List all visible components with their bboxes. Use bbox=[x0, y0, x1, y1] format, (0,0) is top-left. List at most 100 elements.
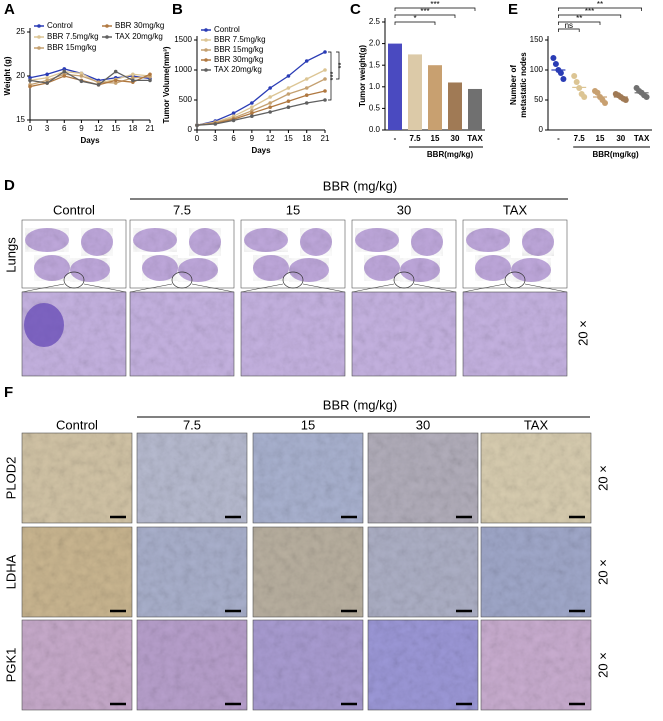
legend-label: BBR 30mg/kg bbox=[115, 21, 164, 30]
row-label: PLOD2 bbox=[3, 457, 18, 500]
y-tick-label: 15 bbox=[16, 115, 25, 124]
zoom-circle bbox=[504, 271, 526, 289]
data-point bbox=[268, 101, 272, 105]
data-point bbox=[62, 74, 67, 78]
data-point bbox=[304, 86, 309, 90]
legend-marker bbox=[204, 68, 208, 72]
group-label: BBR (mg/kg) bbox=[323, 397, 397, 412]
data-point bbox=[250, 114, 254, 118]
legend-marker bbox=[105, 24, 109, 28]
data-point bbox=[571, 73, 578, 79]
texture bbox=[253, 433, 363, 523]
data-point bbox=[304, 101, 309, 105]
data-point bbox=[250, 105, 254, 109]
x-axis-label: Days bbox=[251, 146, 271, 155]
x-tick-label: 21 bbox=[321, 134, 330, 143]
texture bbox=[300, 228, 332, 256]
sig-bracket bbox=[394, 21, 436, 25]
x-tick-label: 0 bbox=[28, 124, 33, 133]
data-point bbox=[62, 69, 67, 74]
sig-bracket bbox=[328, 51, 332, 101]
x-tick-label: 21 bbox=[146, 124, 155, 133]
zoom-circle bbox=[63, 271, 85, 289]
x-tick-label: 15 bbox=[111, 124, 120, 133]
texture bbox=[244, 228, 288, 252]
row-label: PGK1 bbox=[3, 648, 18, 683]
panel-label: F bbox=[4, 384, 13, 401]
data-point bbox=[250, 111, 254, 115]
y-axis-label: metastatic nodes bbox=[519, 52, 528, 118]
x-tick-label: 30 bbox=[616, 134, 625, 143]
sig-label: ** bbox=[576, 14, 582, 23]
data-point bbox=[304, 77, 309, 81]
sig-label: *** bbox=[430, 0, 439, 9]
zoom-line bbox=[21, 283, 65, 293]
series-line bbox=[196, 51, 326, 126]
data-point bbox=[113, 81, 118, 85]
series-line bbox=[196, 69, 326, 126]
data-point bbox=[62, 67, 67, 71]
column-label: 7.5 bbox=[173, 202, 191, 217]
sig-bracket bbox=[394, 7, 476, 11]
column-label: 15 bbox=[286, 202, 300, 217]
texture bbox=[178, 258, 218, 282]
texture bbox=[81, 228, 113, 256]
legend-label: TAX 20mg/kg bbox=[214, 65, 262, 74]
x-tick-label: 6 bbox=[62, 124, 67, 133]
data-point bbox=[79, 79, 84, 84]
panel-label: D bbox=[4, 177, 15, 194]
x-tick-label: 12 bbox=[266, 134, 275, 143]
x-tick-label: 30 bbox=[451, 134, 460, 143]
sig-label: * bbox=[413, 14, 416, 23]
magnification: 20 × bbox=[575, 320, 590, 346]
texture bbox=[481, 620, 591, 710]
panel-label: E bbox=[508, 1, 518, 18]
texture bbox=[22, 527, 132, 617]
data-point bbox=[45, 81, 49, 85]
column-label: TAX bbox=[524, 417, 549, 432]
sig-bracket bbox=[336, 51, 340, 80]
x-tick-label: TAX bbox=[467, 134, 483, 143]
texture bbox=[364, 255, 400, 281]
texture bbox=[34, 255, 70, 281]
tumor-region bbox=[24, 303, 64, 347]
data-point bbox=[581, 94, 588, 100]
zoom-line bbox=[240, 283, 284, 293]
column-label: Control bbox=[53, 202, 95, 217]
y-tick-label: 100 bbox=[530, 65, 544, 74]
legend-label: TAX 20mg/kg bbox=[115, 32, 163, 41]
legend-label: BBR 15mg/kg bbox=[47, 43, 96, 52]
x-axis-label: BBR(mg/kg) bbox=[592, 150, 639, 159]
legend-marker bbox=[204, 28, 208, 32]
data-point bbox=[231, 118, 236, 123]
data-point bbox=[268, 110, 272, 114]
texture bbox=[511, 258, 551, 282]
texture bbox=[411, 228, 443, 256]
y-axis-label: Tumor weight(g) bbox=[358, 45, 367, 107]
texture bbox=[400, 258, 440, 282]
data-point bbox=[323, 50, 327, 54]
texture bbox=[137, 620, 247, 710]
panel-label: A bbox=[4, 1, 15, 18]
sig-label: ** bbox=[597, 0, 603, 9]
x-tick-label: TAX bbox=[634, 134, 650, 143]
y-axis-label: Weight (g) bbox=[3, 56, 12, 95]
data-point bbox=[131, 78, 135, 83]
zoom-line bbox=[413, 283, 457, 293]
y-tick-label: 1.5 bbox=[369, 60, 381, 69]
series-line bbox=[29, 68, 151, 82]
data-point bbox=[286, 99, 291, 103]
sig-bracket bbox=[394, 14, 456, 18]
data-point bbox=[131, 72, 135, 77]
sig-bracket bbox=[558, 28, 580, 32]
data-point bbox=[560, 76, 567, 82]
x-axis-label: BBR(mg/kg) bbox=[427, 150, 474, 159]
texture bbox=[355, 228, 399, 252]
texture bbox=[463, 292, 567, 376]
y-tick-label: 1000 bbox=[174, 65, 192, 74]
y-tick-label: 0 bbox=[539, 125, 544, 134]
data-point bbox=[250, 101, 254, 105]
data-point bbox=[323, 98, 327, 102]
data-point bbox=[323, 89, 327, 93]
y-tick-label: 500 bbox=[179, 95, 193, 104]
